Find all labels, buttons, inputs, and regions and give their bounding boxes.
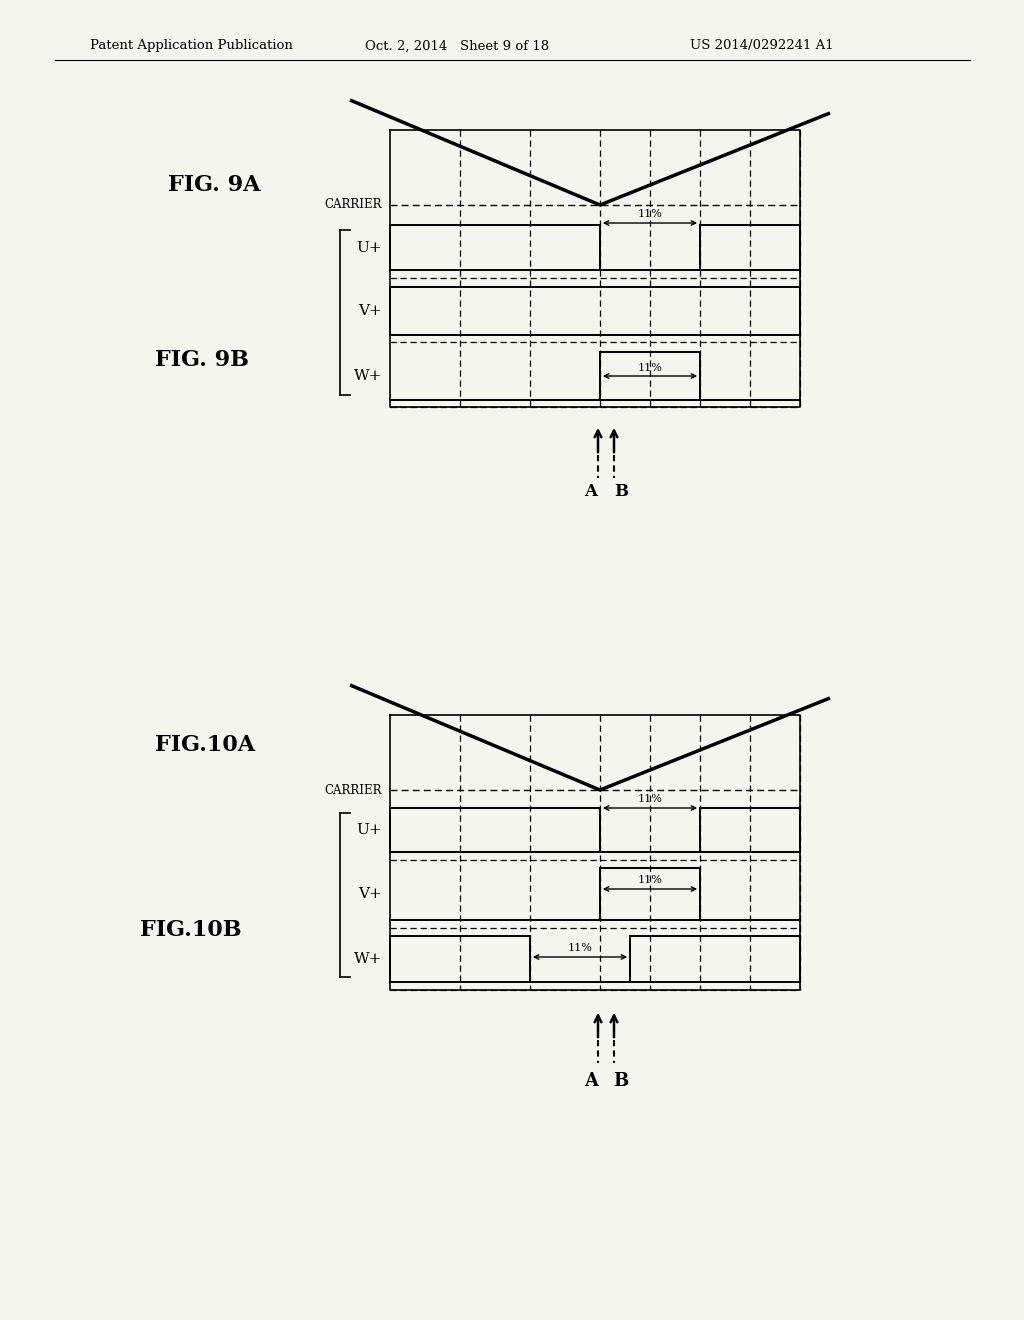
Text: U+: U+ <box>356 240 382 255</box>
Text: B: B <box>614 483 628 500</box>
Text: CARRIER: CARRIER <box>325 784 382 796</box>
Text: Oct. 2, 2014   Sheet 9 of 18: Oct. 2, 2014 Sheet 9 of 18 <box>365 40 549 53</box>
Text: A: A <box>584 1072 598 1090</box>
Text: U+: U+ <box>356 822 382 837</box>
Text: Patent Application Publication: Patent Application Publication <box>90 40 293 53</box>
Text: US 2014/0292241 A1: US 2014/0292241 A1 <box>690 40 834 53</box>
Text: CARRIER: CARRIER <box>325 198 382 211</box>
Text: FIG. 9A: FIG. 9A <box>168 174 260 195</box>
Text: W+: W+ <box>353 952 382 966</box>
Text: 11%: 11% <box>638 875 663 884</box>
Text: FIG.10A: FIG.10A <box>155 734 255 756</box>
Text: B: B <box>613 1072 629 1090</box>
Text: V+: V+ <box>358 887 382 902</box>
Text: FIG.10B: FIG.10B <box>140 919 242 941</box>
Text: 11%: 11% <box>638 795 663 804</box>
Text: 11%: 11% <box>567 942 593 953</box>
Text: 11%: 11% <box>638 209 663 219</box>
Text: V+: V+ <box>358 304 382 318</box>
Text: W+: W+ <box>353 370 382 383</box>
Text: A: A <box>585 483 597 500</box>
Text: FIG. 9B: FIG. 9B <box>155 348 249 371</box>
Text: 11%: 11% <box>638 363 663 374</box>
